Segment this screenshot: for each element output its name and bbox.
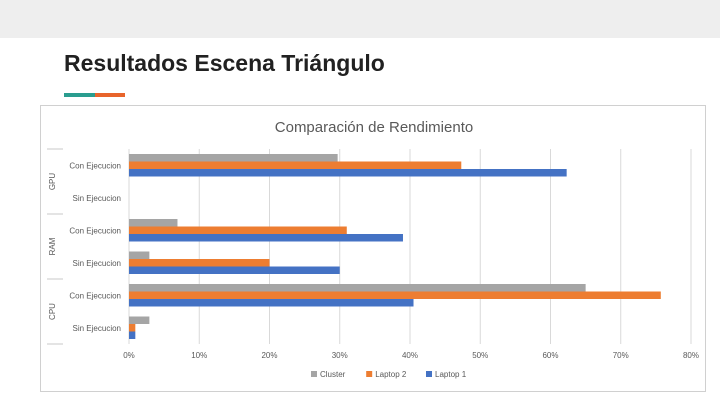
bar [129, 316, 150, 324]
chart-title: Comparación de Rendimiento [274, 119, 474, 136]
x-tick-label: 70% [613, 351, 629, 360]
category-label: Con Ejecucion [69, 226, 121, 235]
header-band [0, 0, 720, 38]
category-label: Sin Ejecucion [73, 324, 121, 333]
accent-bar-orange [95, 93, 125, 97]
legend-label: Laptop 2 [375, 370, 407, 379]
bar [129, 266, 340, 274]
bar [129, 226, 347, 234]
bar [129, 299, 414, 307]
bar [129, 331, 136, 339]
bar [129, 161, 462, 169]
chart-frame: Comparación de Rendimiento 0% 10% 20% 30% 40… [40, 105, 706, 392]
bar-chart: 0% 10% 20% 30% 40% 50% 60% 70% 80% Con Ejecucion S… [47, 148, 699, 379]
x-tick-label: 10% [191, 351, 207, 360]
bar [129, 234, 403, 242]
bar [129, 291, 661, 299]
bar [129, 284, 586, 292]
legend-swatch [366, 371, 373, 377]
x-tick-label: 40% [402, 351, 418, 360]
x-tick-label: 80% [683, 351, 699, 360]
category-label: Con Ejecucion [69, 161, 121, 170]
legend-swatch [311, 371, 317, 377]
bar [129, 169, 567, 177]
bar [129, 154, 338, 162]
legend-label: Cluster [320, 370, 346, 379]
x-tick-label: 20% [261, 351, 277, 360]
group-label: RAM [48, 237, 57, 255]
category-label: Sin Ejecucion [73, 259, 121, 268]
category-label: Con Ejecucion [69, 291, 121, 300]
x-tick-label: 60% [542, 351, 558, 360]
bar [129, 324, 136, 332]
accent-bar-teal [64, 93, 95, 97]
x-tick-label: 50% [472, 351, 488, 360]
bar [129, 251, 150, 259]
group-label: GPU [48, 173, 57, 191]
slide-title: Resultados Escena Triángulo [64, 50, 385, 76]
bar [129, 259, 270, 267]
legend-swatch [426, 371, 432, 377]
group-label: CPU [48, 303, 57, 320]
x-tick-label: 30% [332, 351, 348, 360]
category-label: Sin Ejecucion [73, 194, 121, 203]
x-tick-label: 0% [123, 351, 135, 360]
bar [129, 219, 178, 227]
legend-label: Laptop 1 [435, 370, 467, 379]
